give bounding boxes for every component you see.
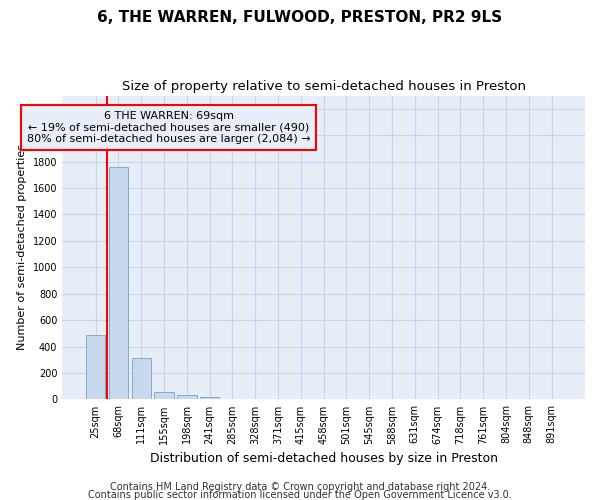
Text: Contains public sector information licensed under the Open Government Licence v3: Contains public sector information licen… (88, 490, 512, 500)
Bar (223, 399, 242, 400)
Bar (109, 167, 128, 400)
Bar (177, 396, 197, 400)
Y-axis label: Number of semi-detached properties: Number of semi-detached properties (17, 144, 27, 350)
Title: Size of property relative to semi-detached houses in Preston: Size of property relative to semi-detach… (122, 80, 526, 93)
Bar (200, 397, 219, 400)
Text: Contains HM Land Registry data © Crown copyright and database right 2024.: Contains HM Land Registry data © Crown c… (110, 482, 490, 492)
Text: 6 THE WARREN: 69sqm
← 19% of semi-detached houses are smaller (490)
80% of semi-: 6 THE WARREN: 69sqm ← 19% of semi-detach… (27, 110, 310, 144)
X-axis label: Distribution of semi-detached houses by size in Preston: Distribution of semi-detached houses by … (149, 452, 497, 465)
Bar (86, 334, 106, 400)
Bar (154, 392, 174, 400)
Text: 6, THE WARREN, FULWOOD, PRESTON, PR2 9LS: 6, THE WARREN, FULWOOD, PRESTON, PR2 9LS (97, 10, 503, 25)
Bar (131, 358, 151, 400)
